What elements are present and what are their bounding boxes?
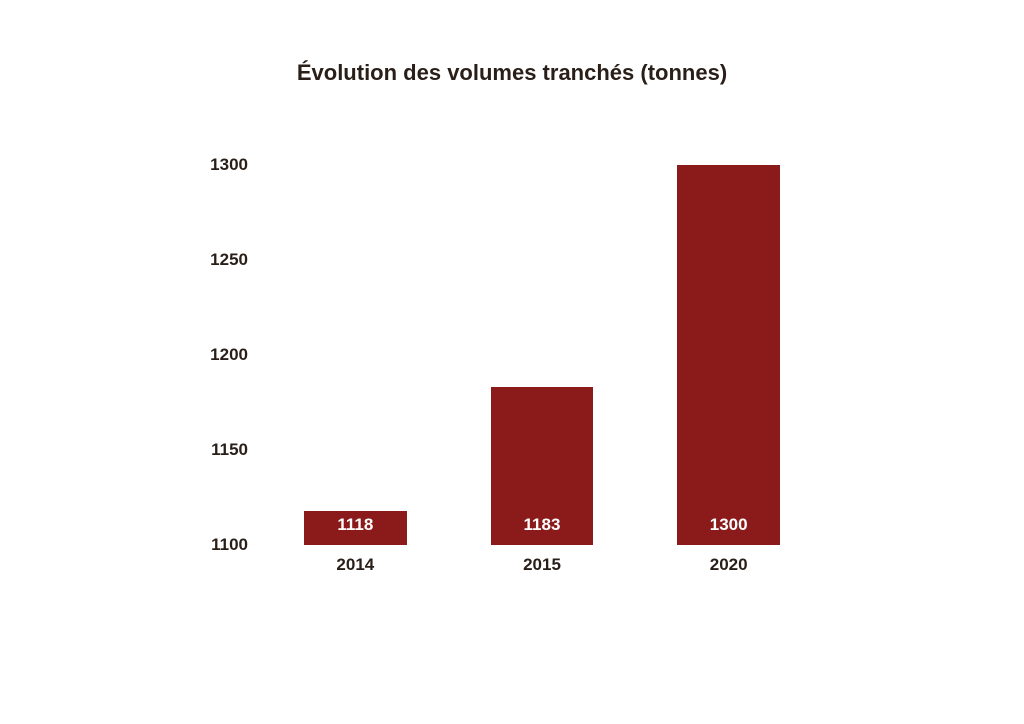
bar-value-label: 1183 [491, 515, 594, 535]
bar: 1300 [677, 165, 780, 545]
y-tick-label: 1300 [210, 155, 262, 175]
bar: 1183 [491, 387, 594, 545]
bar-value-label: 1118 [304, 515, 407, 535]
chart: Évolution des volumes tranchés (tonnes) … [0, 0, 1024, 724]
y-tick-label: 1250 [210, 250, 262, 270]
bar: 1118 [304, 511, 407, 545]
y-tick-label: 1200 [210, 345, 262, 365]
plot-area: 1100115012001250130011182014118320151300… [260, 165, 820, 545]
x-tick-label: 2015 [523, 545, 561, 575]
y-tick-label: 1150 [211, 440, 262, 460]
x-tick-label: 2020 [710, 545, 748, 575]
bar-value-label: 1300 [677, 515, 780, 535]
chart-title: Évolution des volumes tranchés (tonnes) [0, 60, 1024, 86]
y-tick-label: 1100 [211, 535, 262, 555]
x-tick-label: 2014 [336, 545, 374, 575]
